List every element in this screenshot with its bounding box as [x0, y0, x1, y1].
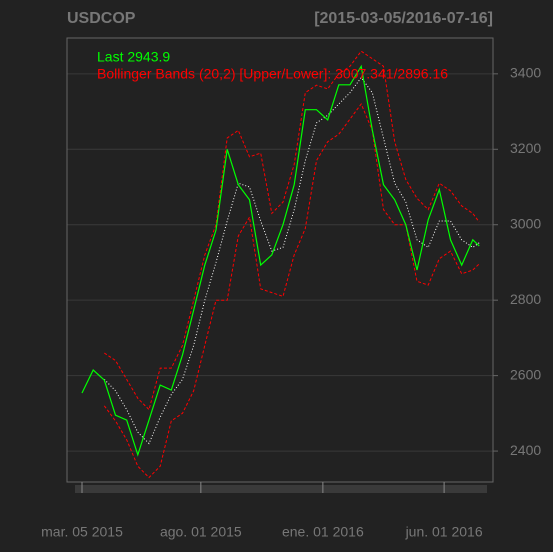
y-tick-label: 3000: [510, 215, 541, 231]
band-upper: [104, 50, 480, 411]
x-tick-label: mar. 05 2015: [41, 524, 123, 540]
chart-title: USDCOP: [67, 10, 136, 27]
y-tick-label: 2400: [510, 442, 541, 458]
plot-frame: [66, 37, 494, 483]
x-strip: [75, 485, 487, 493]
grid: [67, 73, 493, 452]
y-tick-label: 3400: [510, 65, 541, 81]
legend-label: Bollinger Bands (20,2) [Upper/Lower]: 30…: [97, 66, 448, 82]
y-tick-label: 2600: [510, 366, 541, 382]
band-lower: [103, 102, 480, 479]
chart-subtitle: [2015-03-05/2016-07-16]: [314, 10, 493, 27]
band-mid: [103, 76, 480, 445]
x-tick-label: jun. 01 2016: [405, 524, 483, 540]
legend-label: Last 2943.9: [97, 49, 170, 65]
plot: [81, 50, 480, 479]
price-line: [81, 64, 480, 457]
y-tick-label: 3200: [510, 140, 541, 156]
legend: Last 2943.9 Bollinger Bands (20,2) [Uppe…: [97, 49, 448, 82]
y-tick-label: 2800: [510, 291, 541, 307]
x-tick-label: ago. 01 2015: [160, 524, 242, 540]
x-tick-label: ene. 01 2016: [282, 524, 364, 540]
